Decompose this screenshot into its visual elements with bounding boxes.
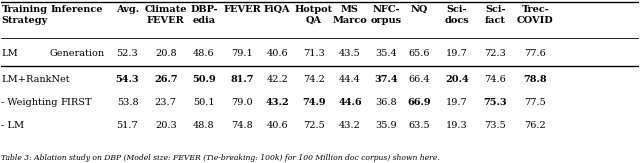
- Text: 37.4: 37.4: [374, 75, 398, 84]
- Text: 66.9: 66.9: [407, 98, 431, 107]
- Text: 48.6: 48.6: [193, 49, 215, 58]
- Text: Training
Strategy: Training Strategy: [1, 5, 47, 25]
- Text: 20.4: 20.4: [445, 75, 469, 84]
- Text: 78.8: 78.8: [524, 75, 547, 84]
- Text: 54.3: 54.3: [116, 75, 140, 84]
- Text: 51.7: 51.7: [116, 121, 138, 130]
- Text: Hotpot
QA: Hotpot QA: [294, 5, 333, 25]
- Text: 20.3: 20.3: [155, 121, 177, 130]
- Text: 40.6: 40.6: [266, 121, 288, 130]
- Text: 81.7: 81.7: [230, 75, 254, 84]
- Text: 79.1: 79.1: [232, 49, 253, 58]
- Text: 35.9: 35.9: [376, 121, 397, 130]
- Text: 75.3: 75.3: [483, 98, 507, 107]
- Text: 72.3: 72.3: [484, 49, 506, 58]
- Text: 42.2: 42.2: [266, 75, 288, 84]
- Text: 77.5: 77.5: [525, 98, 547, 107]
- Text: FiQA: FiQA: [264, 5, 291, 14]
- Text: 26.7: 26.7: [154, 75, 178, 84]
- Text: 20.8: 20.8: [155, 49, 177, 58]
- Text: Generation: Generation: [49, 49, 104, 58]
- Text: NQ: NQ: [410, 5, 428, 14]
- Text: - Weighting: - Weighting: [1, 98, 58, 107]
- Text: LM: LM: [1, 49, 18, 58]
- Text: Trec-
COVID: Trec- COVID: [517, 5, 554, 25]
- Text: 48.8: 48.8: [193, 121, 215, 130]
- Text: 43.2: 43.2: [266, 98, 289, 107]
- Text: 65.6: 65.6: [408, 49, 429, 58]
- Text: 73.5: 73.5: [484, 121, 506, 130]
- Text: 53.8: 53.8: [116, 98, 138, 107]
- Text: Table 3: Ablation study on DBP (Model size: FEVER (Tie-breaking: 100k) for 100 M: Table 3: Ablation study on DBP (Model si…: [1, 154, 440, 162]
- Text: Inference: Inference: [51, 5, 103, 14]
- Text: 50.1: 50.1: [193, 98, 215, 107]
- Text: FIRST: FIRST: [61, 98, 92, 107]
- Text: 76.2: 76.2: [525, 121, 547, 130]
- Text: 74.9: 74.9: [302, 98, 326, 107]
- Text: 74.8: 74.8: [232, 121, 253, 130]
- Text: 74.6: 74.6: [484, 75, 506, 84]
- Text: 23.7: 23.7: [155, 98, 177, 107]
- Text: 44.6: 44.6: [338, 98, 362, 107]
- Text: Sci-
docs: Sci- docs: [445, 5, 469, 25]
- Text: 71.3: 71.3: [303, 49, 324, 58]
- Text: 36.8: 36.8: [376, 98, 397, 107]
- Text: 40.6: 40.6: [266, 49, 288, 58]
- Text: Climate
FEVER: Climate FEVER: [145, 5, 187, 25]
- Text: 19.7: 19.7: [446, 98, 468, 107]
- Text: DBP-
edia: DBP- edia: [190, 5, 218, 25]
- Text: LM+RankNet: LM+RankNet: [1, 75, 70, 84]
- Text: 79.0: 79.0: [232, 98, 253, 107]
- Text: 52.3: 52.3: [116, 49, 138, 58]
- Text: FEVER: FEVER: [223, 5, 261, 14]
- Text: 19.7: 19.7: [446, 49, 468, 58]
- Text: 44.4: 44.4: [339, 75, 361, 84]
- Text: 35.4: 35.4: [376, 49, 397, 58]
- Text: 74.2: 74.2: [303, 75, 324, 84]
- Text: 19.3: 19.3: [446, 121, 468, 130]
- Text: 43.5: 43.5: [339, 49, 361, 58]
- Text: NFC-
orpus: NFC- orpus: [371, 5, 402, 25]
- Text: MS
Marco: MS Marco: [333, 5, 367, 25]
- Text: 50.9: 50.9: [192, 75, 216, 84]
- Text: 66.4: 66.4: [408, 75, 429, 84]
- Text: Sci-
fact: Sci- fact: [484, 5, 506, 25]
- Text: Avg.: Avg.: [116, 5, 139, 14]
- Text: 43.2: 43.2: [339, 121, 361, 130]
- Text: 77.6: 77.6: [525, 49, 547, 58]
- Text: 72.5: 72.5: [303, 121, 324, 130]
- Text: 63.5: 63.5: [408, 121, 429, 130]
- Text: - LM: - LM: [1, 121, 24, 130]
